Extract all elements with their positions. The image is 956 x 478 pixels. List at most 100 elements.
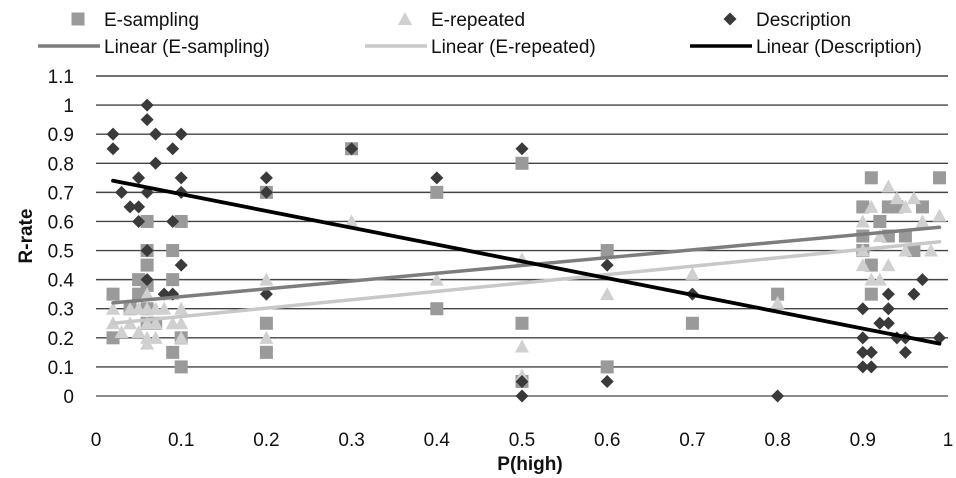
description-point: [515, 389, 529, 403]
description-point: [881, 287, 895, 301]
y-tick-label: 0.8: [48, 154, 74, 175]
e-sampling-point: [898, 229, 912, 243]
e-sampling-point: [174, 360, 188, 374]
e-sampling-point: [106, 331, 120, 345]
e-repeated-point: [140, 287, 155, 301]
y-tick-label: 0.7: [48, 183, 74, 204]
e-sampling-point: [771, 287, 785, 301]
y-tick-label: 0.3: [48, 300, 74, 321]
description-point: [915, 273, 929, 287]
description-point: [106, 127, 120, 141]
e-sampling-point: [430, 302, 444, 316]
e-sampling-point: [932, 171, 946, 185]
description-point: [856, 345, 870, 359]
e-repeated-point: [114, 325, 129, 338]
description-point: [345, 142, 359, 156]
x-tick-label: 0.7: [679, 430, 705, 451]
e-repeated-point: [148, 316, 163, 330]
e-repeated-point: [770, 295, 785, 309]
description-point: [515, 142, 529, 156]
e-sampling-point: [864, 171, 878, 185]
data-points: [106, 98, 947, 403]
legend-label: E-repeated: [431, 10, 525, 31]
description-point: [140, 244, 154, 258]
e-repeated-point: [259, 272, 274, 286]
e-repeated-point: [855, 214, 870, 228]
description-point: [140, 113, 154, 127]
trendline-linear-e-repeated: [111, 240, 942, 326]
legend-label: Linear (E-sampling): [104, 37, 270, 58]
description-point: [771, 389, 785, 403]
y-tick-label: 0.1: [48, 358, 74, 379]
legend-marker-description: [723, 12, 737, 26]
e-repeated-point: [855, 258, 870, 272]
e-repeated-point: [157, 301, 172, 315]
legend-label: Linear (Description): [756, 37, 922, 58]
description-point: [140, 98, 154, 112]
x-tick-label: 0.3: [338, 430, 364, 451]
legend-label: Linear (E-repeated): [431, 37, 596, 58]
y-tick-label: 0.9: [48, 125, 74, 146]
description-point: [907, 287, 921, 301]
legend: E-sampling E-repeated Description Linear (E…: [38, 10, 922, 58]
e-sampling-point: [166, 273, 180, 287]
e-sampling-point: [600, 360, 614, 374]
description-point: [881, 302, 895, 316]
y-tick-label: 1.1: [48, 67, 74, 88]
description-point: [259, 287, 273, 301]
e-sampling-point: [873, 214, 887, 228]
description-point: [132, 214, 146, 228]
description-point: [430, 171, 444, 185]
e-repeated-point: [872, 272, 887, 286]
legend-label: Description: [756, 10, 851, 31]
e-repeated-point: [685, 266, 700, 280]
legend-label: E-sampling: [104, 10, 199, 31]
e-sampling-point: [106, 287, 120, 301]
description-point: [856, 302, 870, 316]
x-tick-label: 0.5: [509, 430, 535, 451]
x-tick-label: 0.8: [764, 430, 790, 451]
x-tick-label: 0.9: [850, 430, 876, 451]
y-tick-label: 1: [63, 96, 74, 117]
e-sampling-point: [140, 258, 154, 272]
e-repeated-point: [881, 258, 896, 272]
e-repeated-point: [148, 330, 163, 344]
description-point: [259, 185, 273, 199]
x-tick-label: 0.6: [594, 430, 620, 451]
legend-marker-e-repeated: [398, 12, 412, 25]
y-tick-label: 0.4: [48, 271, 75, 292]
trendlines: [111, 178, 942, 346]
trendline-linear-e-sampling: [111, 225, 942, 305]
description-point: [123, 200, 137, 214]
e-sampling-point: [140, 214, 154, 228]
x-tick-label: 0.2: [253, 430, 279, 451]
x-tick-label: 0.4: [424, 430, 451, 451]
e-sampling-point: [430, 185, 444, 199]
description-point: [166, 214, 180, 228]
e-repeated-point: [429, 272, 444, 286]
description-point: [600, 374, 614, 388]
y-tick-label: 0.2: [48, 329, 74, 350]
y-tick-label: 0.6: [48, 212, 74, 233]
e-repeated-point: [515, 339, 529, 353]
e-repeated-point: [864, 199, 879, 213]
e-repeated-point: [174, 316, 189, 330]
description-point: [259, 171, 273, 185]
e-sampling-point: [515, 316, 529, 330]
e-repeated-point: [174, 330, 189, 344]
e-sampling-point: [515, 156, 529, 170]
x-axis-ticks: 0 0.1 0.2 0.3 0.4 0.5 0.6 0.7 0.8 0.9 1: [91, 430, 954, 451]
x-tick-label: 0.1: [168, 430, 194, 451]
e-sampling-point: [600, 244, 614, 258]
trendline-linear-description: [111, 178, 942, 346]
description-point: [174, 258, 188, 272]
e-sampling-point: [259, 316, 273, 330]
description-point: [873, 316, 887, 330]
e-repeated-point: [906, 191, 921, 205]
e-repeated-point: [898, 199, 913, 213]
description-point: [881, 316, 895, 330]
e-repeated-point: [344, 214, 359, 228]
e-repeated-point: [174, 301, 189, 315]
e-sampling-point: [166, 244, 180, 258]
description-point: [166, 142, 180, 156]
